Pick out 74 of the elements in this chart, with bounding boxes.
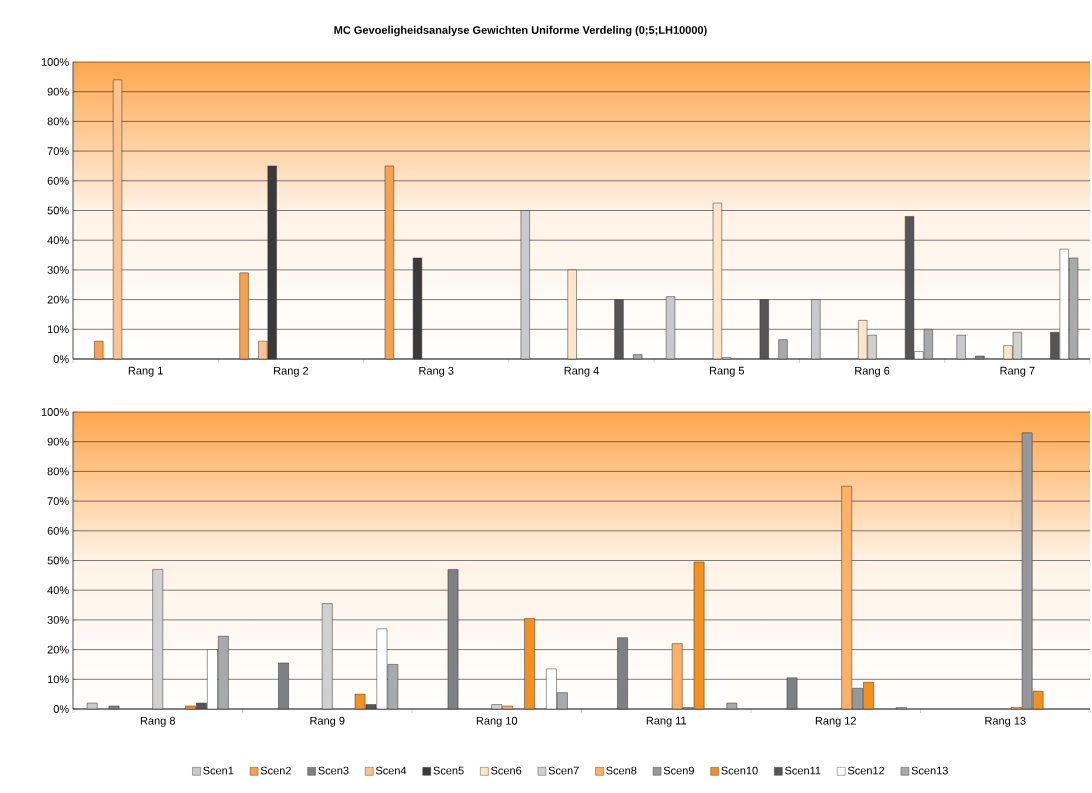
bar	[412, 257, 423, 360]
y-tick-label: 70%	[47, 147, 69, 155]
bar	[665, 296, 676, 360]
y-tick-label: 70%	[47, 497, 69, 505]
legend-label: Scen4	[375, 766, 407, 775]
legend-label: Scen12	[847, 766, 885, 775]
x-tick-label: Rang 13	[985, 716, 1026, 727]
x-tick-label: Rang 8	[140, 716, 175, 727]
y-tick-label: 40%	[47, 586, 69, 595]
y-tick-label: 100%	[41, 408, 69, 416]
legend-label: Scen8	[606, 766, 637, 775]
x-tick-label: Rang 5	[709, 366, 745, 377]
x-tick-label: Rang 7	[1000, 366, 1035, 377]
y-tick-label: 80%	[47, 467, 69, 476]
bar	[108, 705, 120, 710]
y-tick-label: 60%	[47, 526, 69, 535]
bar	[956, 334, 966, 360]
bar	[614, 299, 624, 360]
x-tick-label: Rang 6	[855, 366, 890, 377]
bar	[278, 662, 289, 710]
y-tick-label: 10%	[47, 325, 69, 334]
y-tick-label: 30%	[47, 265, 69, 274]
bar	[384, 165, 394, 360]
x-tick-label: Rang 3	[419, 366, 454, 377]
x-tick-label: Rang 2	[274, 366, 309, 377]
bar	[94, 340, 104, 360]
bar	[520, 210, 530, 360]
y-tick-label: 50%	[47, 206, 69, 215]
legend-label: Scen2	[260, 766, 291, 775]
bar	[152, 569, 164, 710]
bar	[567, 269, 577, 360]
bar	[786, 677, 798, 710]
bar	[811, 299, 821, 360]
bar	[617, 637, 628, 710]
y-tick-label: 40%	[47, 236, 69, 245]
bar	[239, 272, 249, 360]
bar	[524, 618, 535, 710]
legend-label: Scen13	[911, 766, 948, 775]
legend-label: Scen6	[491, 766, 522, 775]
y-tick-label: 0%	[53, 355, 69, 363]
x-tick-label: Rang 10	[476, 716, 518, 727]
x-tick-label: Rang 11	[646, 716, 687, 727]
legend-label: Scen5	[433, 766, 464, 775]
bar	[112, 79, 123, 360]
bar	[726, 702, 738, 710]
legend-label: Scen10	[721, 766, 758, 775]
y-tick-label: 20%	[47, 645, 69, 654]
y-tick-label: 0%	[53, 705, 69, 713]
bar	[778, 339, 788, 360]
x-tick-label: Rang 1	[128, 366, 163, 377]
x-tick-label: Rang 9	[310, 716, 345, 727]
legend-label: Scen11	[785, 766, 821, 775]
x-tick-label: Rang 4	[564, 366, 599, 377]
chart-title: MC Gevoeligheidsanalyse Gewichten Uniforme Verdeling (0;5;LH10000)	[334, 25, 707, 37]
y-tick-label: 60%	[47, 176, 69, 185]
bar	[633, 354, 643, 360]
x-tick-label: Rang 12	[815, 716, 856, 727]
bar	[975, 355, 985, 360]
bar	[447, 569, 459, 710]
y-tick-label: 30%	[47, 616, 69, 624]
y-tick-label: 80%	[47, 117, 69, 126]
y-tick-label: 50%	[47, 556, 69, 565]
legend-label: Scen1	[203, 766, 234, 775]
y-tick-label: 100%	[41, 58, 69, 66]
y-tick-label: 90%	[47, 437, 69, 446]
legend-label: Scen9	[663, 766, 694, 775]
y-tick-label: 90%	[47, 87, 69, 96]
y-tick-label: 10%	[47, 675, 69, 684]
bar	[759, 299, 769, 360]
y-tick-label: 20%	[47, 295, 69, 304]
legend-label: Scen7	[548, 766, 579, 775]
legend-label: Scen3	[318, 766, 349, 775]
bar	[321, 603, 333, 710]
bar	[86, 702, 98, 710]
